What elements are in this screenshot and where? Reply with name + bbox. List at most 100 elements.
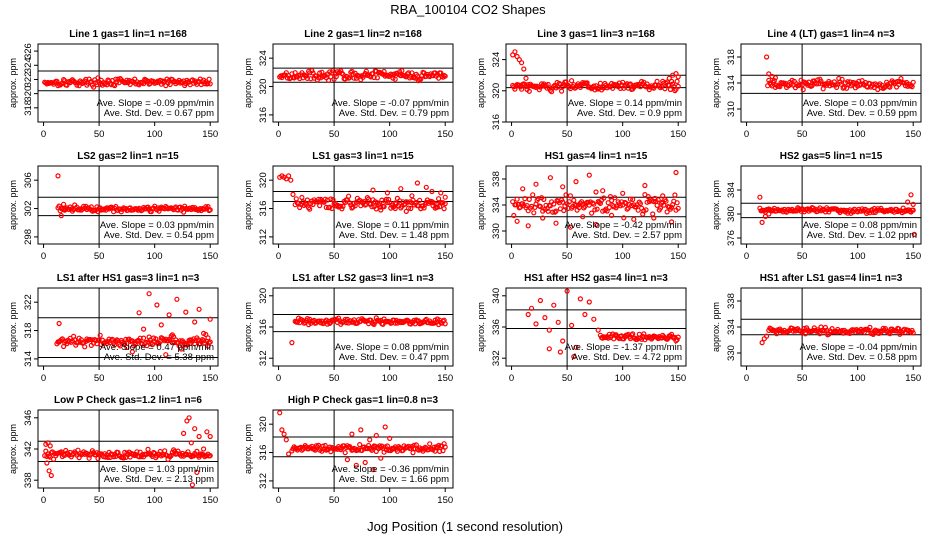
data-point xyxy=(433,204,439,210)
data-point xyxy=(593,189,599,195)
data-point xyxy=(399,68,405,74)
data-point xyxy=(666,75,672,81)
data-point xyxy=(76,83,82,89)
data-point xyxy=(661,202,667,208)
y-tick-label: 334 xyxy=(491,197,502,213)
data-point xyxy=(654,202,660,208)
data-point xyxy=(627,196,634,202)
y-tick-label: 298 xyxy=(23,229,34,245)
data-point xyxy=(586,172,592,178)
data-point xyxy=(512,86,518,92)
data-point xyxy=(673,169,679,176)
panel-13: Low P Check gas=1.2 lin=1 n=6 0 50 100 150 33… xyxy=(8,395,219,506)
data-point xyxy=(578,199,585,205)
data-point xyxy=(316,75,322,81)
data-point xyxy=(668,204,675,210)
data-point xyxy=(818,78,824,84)
data-point xyxy=(797,82,803,88)
y-tick-label: 312 xyxy=(258,229,269,245)
y-tick-label: 320 xyxy=(23,86,34,102)
data-point xyxy=(608,197,615,204)
y-tick-label: 316 xyxy=(258,319,269,335)
data-point xyxy=(410,450,416,456)
data-point xyxy=(368,317,374,323)
panel-title: Line 3 gas=1 lin=3 n=168 xyxy=(537,29,655,40)
data-point xyxy=(910,79,916,85)
data-point xyxy=(542,315,548,321)
y-tick-label: 316 xyxy=(258,107,269,123)
data-point xyxy=(438,190,444,196)
data-point xyxy=(620,190,626,196)
data-point xyxy=(60,76,67,83)
slope-annotation: Ave. Slope = 0.03 ppm/min xyxy=(100,220,214,231)
data-point xyxy=(178,79,184,85)
data-point xyxy=(577,84,584,91)
data-point xyxy=(568,322,575,328)
data-point xyxy=(908,192,914,198)
data-point xyxy=(207,433,213,440)
data-point xyxy=(558,88,565,94)
data-point xyxy=(387,435,393,441)
y-tick-label: 320 xyxy=(258,79,269,95)
slope-annotation: Ave. Slope = -0.04 ppm/min xyxy=(800,342,917,353)
y-tick-label: 338 xyxy=(491,171,502,187)
data-point xyxy=(192,426,198,432)
data-point xyxy=(571,197,577,203)
slope-annotation: Ave. Slope = 0.11 ppm/min xyxy=(336,220,449,231)
data-point xyxy=(523,75,529,81)
y-axis-label: approx. ppm xyxy=(243,58,253,108)
x-tick-label: 150 xyxy=(437,129,453,140)
data-point xyxy=(630,196,636,203)
data-point xyxy=(338,203,344,209)
y-tick-label: 320 xyxy=(491,83,502,99)
data-point xyxy=(573,344,579,350)
data-point xyxy=(112,82,118,89)
y-axis-label: approx. ppm xyxy=(711,302,721,352)
x-tick-label: 50 xyxy=(329,373,340,384)
data-point xyxy=(382,424,388,430)
panel-12: HS1 after LS1 gas=4 lin=1 n=3 0 50 100 150 33… xyxy=(711,273,922,384)
data-point xyxy=(531,210,537,216)
data-point xyxy=(189,482,195,488)
x-tick-label: 100 xyxy=(147,495,163,506)
data-point xyxy=(555,319,561,325)
x-tick-label: 100 xyxy=(615,373,631,384)
data-point xyxy=(303,201,309,208)
data-point xyxy=(759,219,765,225)
data-point xyxy=(674,78,680,85)
data-point xyxy=(838,81,844,87)
data-point xyxy=(55,173,61,179)
data-point xyxy=(63,447,69,454)
x-tick-label: 100 xyxy=(382,251,398,262)
data-point xyxy=(525,81,531,88)
y-tick-label: 324 xyxy=(23,57,34,73)
x-tick-label: 100 xyxy=(382,373,398,384)
y-tick-label: 340 xyxy=(491,288,502,304)
data-point xyxy=(286,451,292,457)
data-point xyxy=(408,205,414,212)
x-tick-label: 50 xyxy=(94,129,105,140)
data-point xyxy=(675,74,681,80)
data-point xyxy=(560,184,566,190)
x-tick-label: 0 xyxy=(744,373,749,384)
x-tick-label: 100 xyxy=(850,129,866,140)
y-tick-label: 318 xyxy=(23,100,34,116)
data-point xyxy=(772,75,779,81)
data-point xyxy=(384,443,390,449)
data-point xyxy=(905,199,911,205)
data-point xyxy=(650,211,656,217)
data-point xyxy=(172,339,178,346)
data-point xyxy=(188,440,194,446)
y-tick-label: 316 xyxy=(491,114,502,130)
data-point xyxy=(604,208,610,214)
data-point xyxy=(568,78,575,84)
y-tick-label: 318 xyxy=(23,323,34,339)
y-tick-label: 324 xyxy=(491,52,502,68)
data-point xyxy=(620,79,626,85)
std-dev-annotation: Ave. Std. Dev. = 1.48 ppm xyxy=(339,230,449,241)
data-point xyxy=(95,455,101,462)
y-tick-label: 310 xyxy=(726,101,737,117)
data-point xyxy=(371,321,377,327)
data-point xyxy=(847,330,853,336)
data-point xyxy=(163,352,169,358)
